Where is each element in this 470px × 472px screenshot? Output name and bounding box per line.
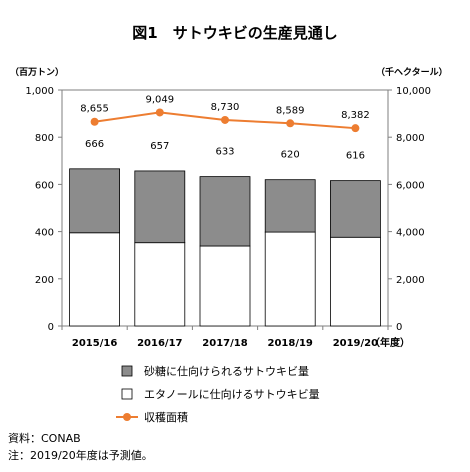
- left-tick-label: 200: [35, 275, 54, 286]
- left-axis-unit: （百万トン）: [10, 67, 64, 78]
- bar-ethanol: [264, 231, 316, 327]
- source-note: 資料：CONAB: [8, 432, 81, 445]
- axes: 0 200 400 600 800 1,000 0 2,000 4,000 6,000 8,000 1…: [25, 86, 431, 349]
- area-point: [155, 108, 164, 117]
- left-tick-label: 800: [35, 133, 54, 144]
- bar-ethanol: [199, 245, 251, 327]
- legend-label: 収穫面積: [144, 410, 188, 424]
- right-tick-label: 8,000: [396, 133, 425, 144]
- x-tick-label: 2015/16: [72, 338, 117, 349]
- bar-sugar: [264, 179, 316, 233]
- bar-ethanol: [329, 236, 381, 327]
- area-point: [351, 124, 360, 133]
- area-data-label: 8,730: [211, 102, 240, 113]
- left-tick-label: 1,000: [25, 86, 54, 97]
- bar-sugar: [134, 170, 186, 244]
- bar-sugar: [69, 168, 120, 234]
- area-point: [286, 119, 295, 128]
- area-data-label: 8,655: [80, 104, 109, 115]
- total-data-label: 666: [85, 139, 104, 150]
- x-tick-label: 2016/17: [137, 338, 182, 349]
- bar-ethanol: [69, 232, 120, 327]
- right-tick-label: 0: [396, 322, 402, 333]
- right-axis-unit: （千ヘクタール）: [376, 66, 448, 78]
- area-data-label: 9,049: [145, 94, 174, 105]
- right-tick-label: 4,000: [396, 228, 425, 239]
- legend-swatch-ethanol: [121, 388, 133, 400]
- legend-swatch-sugar: [121, 365, 133, 377]
- area-line: [90, 108, 360, 133]
- chart-title: 図1 サトウキビの生産見通し: [132, 24, 337, 42]
- x-axis-unit: （年度）: [370, 336, 410, 349]
- bar-sugar: [199, 176, 251, 247]
- left-tick-label: 400: [35, 228, 54, 239]
- area-data-label: 8,589: [276, 105, 305, 116]
- left-tick-label: 600: [35, 180, 54, 191]
- area-point: [221, 115, 229, 124]
- right-tick-label: 10,000: [396, 86, 431, 97]
- left-tick-label: 0: [48, 322, 54, 333]
- right-tick-label: 6,000: [396, 180, 425, 191]
- x-tick-label: 2018/19: [267, 338, 312, 349]
- bar-sugar: [329, 180, 381, 238]
- footnote: 注：2019/20年度は予測値。: [8, 449, 153, 462]
- x-tick-label: 2019/20: [333, 338, 378, 349]
- total-data-label: 633: [215, 147, 234, 158]
- area-data-label: 8,382: [341, 110, 370, 121]
- legend-swatch-area-marker: [123, 413, 131, 421]
- right-tick-label: 2,000: [396, 275, 425, 286]
- legend-label: エタノールに仕向けるサトウキビ量: [144, 387, 320, 401]
- x-tick-label: 2017/18: [202, 338, 247, 349]
- total-data-label: 616: [346, 151, 365, 162]
- area-point: [90, 117, 99, 126]
- legend-label: 砂糖に仕向けられるサトウキビ量: [144, 364, 309, 378]
- total-data-label: 657: [150, 141, 169, 152]
- data-labels: 8,655 9,049 8,730 8,589 8,382 666 657 633 620 616: [80, 94, 369, 161]
- total-data-label: 620: [281, 150, 300, 161]
- bars: [69, 168, 381, 327]
- bar-ethanol: [134, 242, 186, 327]
